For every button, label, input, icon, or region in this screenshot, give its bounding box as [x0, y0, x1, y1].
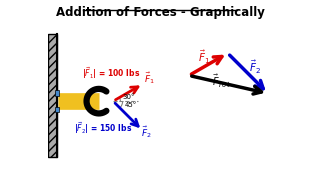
Text: Addition of Forces - Graphically: Addition of Forces - Graphically: [56, 6, 264, 19]
Text: $\vec{F}_1$: $\vec{F}_1$: [144, 70, 155, 86]
Text: $\vec{F}_2$: $\vec{F}_2$: [141, 125, 152, 140]
Text: $\vec{F}_2$: $\vec{F}_2$: [249, 58, 261, 76]
Text: |$\vec{F}_1$| = 100 lbs: |$\vec{F}_1$| = 100 lbs: [82, 65, 140, 81]
Bar: [48, 34, 57, 157]
Text: |$\vec{F}_2$| = 150 lbs: |$\vec{F}_2$| = 150 lbs: [74, 121, 132, 136]
Text: $\vec{F}_1$: $\vec{F}_1$: [198, 49, 210, 66]
Text: 30°: 30°: [123, 94, 135, 100]
Bar: [55, 90, 59, 96]
Text: $\vec{F}_{Tot}$: $\vec{F}_{Tot}$: [212, 73, 231, 91]
Bar: [48, 34, 57, 157]
Text: 45°: 45°: [125, 102, 137, 108]
Bar: [55, 107, 59, 112]
